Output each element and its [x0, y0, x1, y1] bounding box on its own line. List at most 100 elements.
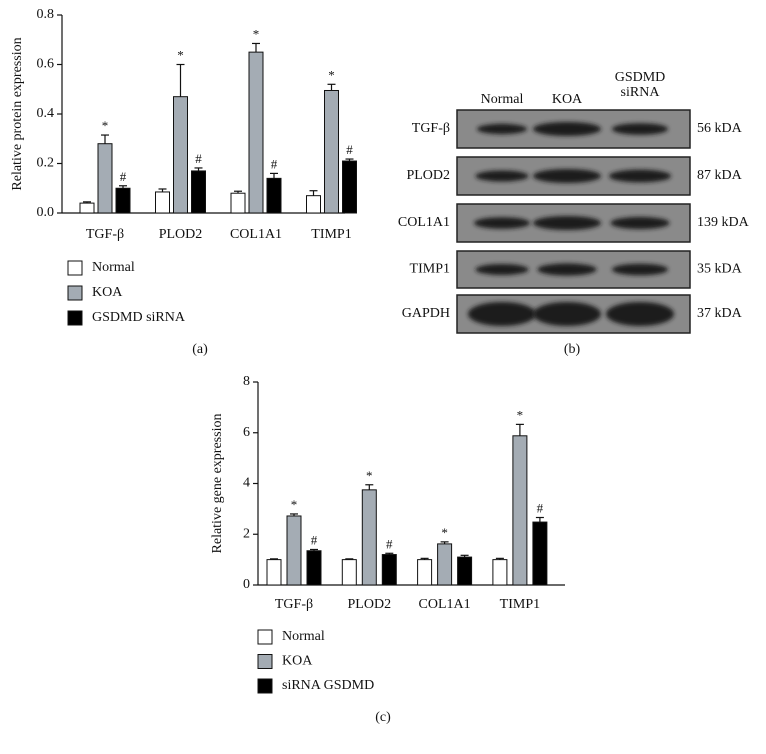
- y-tick-label: 0.8: [37, 7, 55, 22]
- blot-protein-label: TIMP1: [410, 262, 450, 277]
- blot-band: [609, 169, 671, 183]
- y-tick-label: 4: [243, 476, 250, 491]
- bar: [266, 177, 282, 214]
- significance-label: *: [366, 468, 373, 483]
- legend-swatch: [257, 629, 273, 645]
- y-tick-label: 0: [243, 577, 250, 592]
- bar: [457, 556, 473, 586]
- legend-swatch: [257, 678, 273, 694]
- significance-label: *: [328, 67, 335, 82]
- x-tick-label: TIMP1: [500, 597, 540, 612]
- significance-label: *: [177, 47, 184, 62]
- blot-size-label: 56 kDA: [697, 121, 743, 136]
- blot-size-label: 37 kDA: [697, 306, 743, 321]
- bar: [173, 96, 188, 214]
- blot-band: [533, 122, 601, 136]
- bar: [437, 543, 453, 586]
- bar: [155, 191, 170, 214]
- blot-band: [610, 216, 670, 230]
- x-tick-label: TGF-β: [275, 597, 313, 612]
- significance-label: *: [441, 525, 448, 540]
- blot-protein-label: TGF-β: [412, 121, 450, 136]
- significance-label: *: [253, 26, 260, 41]
- y-tick-label: 0.6: [37, 57, 55, 72]
- x-tick-label: COL1A1: [230, 227, 282, 242]
- blot-protein-label: PLOD2: [406, 168, 450, 183]
- panel-label: (a): [192, 342, 208, 357]
- blot-size-label: 87 kDA: [697, 168, 743, 183]
- bar: [97, 143, 113, 214]
- x-tick-label: TIMP1: [311, 227, 351, 242]
- bar: [532, 521, 548, 586]
- significance-label: #: [195, 151, 202, 166]
- bar: [492, 559, 508, 586]
- bar: [306, 195, 321, 214]
- blot-band: [533, 169, 601, 183]
- blot-band: [606, 302, 674, 326]
- significance-label: #: [311, 532, 318, 547]
- significance-label: #: [120, 169, 127, 184]
- y-tick-label: 2: [243, 526, 250, 541]
- y-tick-label: 6: [243, 425, 250, 440]
- bar: [381, 554, 397, 586]
- blot-column-label: siRNA: [621, 85, 661, 100]
- significance-label: #: [537, 500, 544, 515]
- x-tick-label: TGF-β: [86, 227, 124, 242]
- legend-label: Normal: [282, 629, 325, 644]
- legend-label: Normal: [92, 260, 135, 275]
- y-axis-label: Relative protein expression: [10, 37, 25, 190]
- bar: [361, 489, 377, 586]
- y-axis-label: Relative gene expression: [210, 414, 225, 554]
- x-tick-label: PLOD2: [348, 597, 392, 612]
- legend-swatch: [257, 654, 273, 669]
- blot-size-label: 35 kDA: [697, 262, 743, 277]
- bar: [306, 550, 322, 586]
- bar: [324, 89, 339, 214]
- legend-label: KOA: [92, 285, 123, 300]
- legend-label: KOA: [282, 654, 313, 669]
- blot-band: [468, 302, 536, 326]
- significance-label: #: [386, 536, 393, 551]
- legend-label: siRNA GSDMD: [282, 678, 374, 693]
- bar: [341, 559, 357, 586]
- blot-band: [474, 217, 530, 229]
- blot-protein-label: COL1A1: [398, 215, 450, 230]
- significance-label: *: [102, 118, 109, 133]
- significance-label: *: [517, 407, 524, 422]
- bar: [230, 192, 246, 214]
- blot-column-label: KOA: [552, 92, 583, 107]
- significance-label: *: [291, 497, 298, 512]
- blot-band: [612, 123, 668, 135]
- legend-swatch: [67, 285, 83, 301]
- x-tick-label: PLOD2: [159, 227, 203, 242]
- bar: [512, 435, 528, 586]
- bar: [115, 187, 131, 214]
- x-tick-label: COL1A1: [419, 597, 471, 612]
- legend-label: GSDMD siRNA: [92, 310, 186, 325]
- y-tick-label: 8: [243, 374, 250, 389]
- y-tick-label: 0.0: [37, 205, 55, 220]
- bar: [266, 559, 282, 586]
- blot-column-label: Normal: [481, 92, 524, 107]
- bar: [191, 170, 206, 214]
- bar: [286, 515, 302, 586]
- blot-column-label: GSDMD: [615, 70, 666, 85]
- bar: [342, 160, 357, 214]
- blot-band: [533, 216, 601, 230]
- significance-label: #: [271, 156, 278, 171]
- blot-band: [475, 170, 529, 182]
- y-tick-label: 0.2: [37, 156, 55, 171]
- panel-label: (c): [375, 710, 391, 725]
- panel-label: (b): [564, 342, 581, 357]
- blot-band: [533, 302, 601, 326]
- blot-band: [475, 264, 529, 275]
- significance-label: #: [346, 142, 353, 157]
- legend-swatch: [67, 310, 83, 326]
- y-tick-label: 0.4: [37, 106, 55, 121]
- blot-band: [537, 263, 597, 276]
- legend-swatch: [67, 260, 83, 276]
- blot-band: [612, 263, 668, 276]
- blot-size-label: 139 kDA: [697, 215, 750, 230]
